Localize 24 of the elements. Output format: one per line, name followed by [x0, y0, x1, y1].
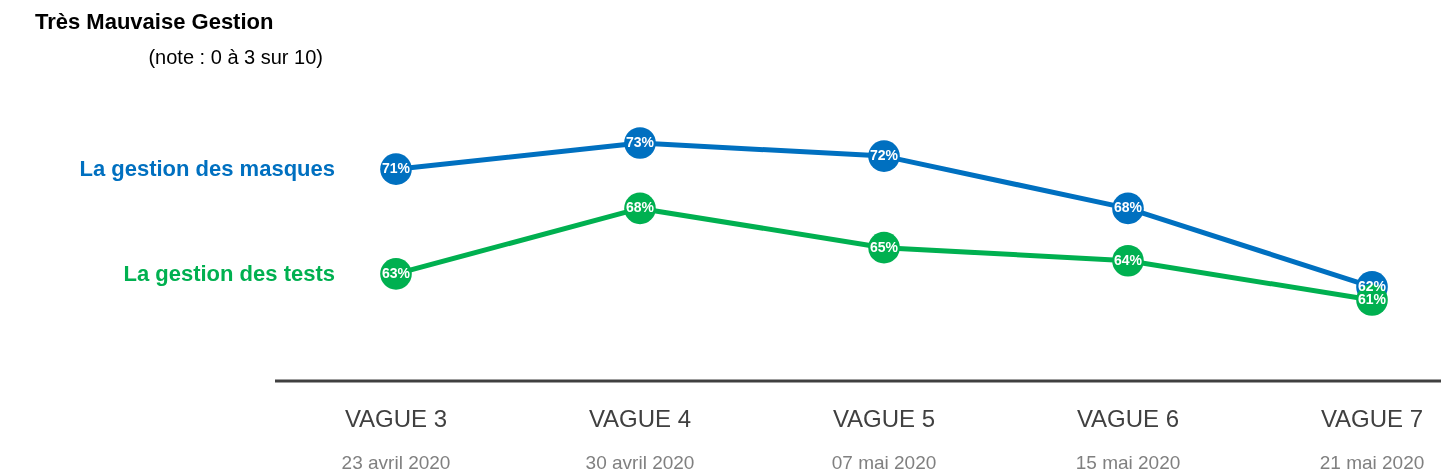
data-label: 71% [381, 160, 411, 177]
data-label: 72% [869, 147, 899, 164]
x-tick-label: VAGUE 7 [1320, 405, 1424, 432]
text: 07 mai 2020 [831, 452, 937, 473]
x-tick-label: VAGUE 5 [832, 405, 936, 432]
data-label: 63% [381, 264, 411, 281]
data-label: 61% [1357, 291, 1387, 307]
data-label: 64% [1113, 251, 1143, 268]
text: La gestion des tests [123, 260, 335, 286]
chart-title: Très Mauvaise Gestion [35, 9, 274, 34]
data-label: 62% [1357, 277, 1387, 294]
data-label: 73% [625, 134, 655, 150]
data-label: 68% [625, 199, 655, 216]
data-label: 65% [869, 238, 899, 255]
chart-subtitle: (note : 0 à 3 sur 10) [148, 46, 323, 68]
text: La gestion des masques [79, 156, 335, 182]
x-tick-label: VAGUE 3 [344, 405, 448, 432]
data-label: 68% [1113, 199, 1143, 216]
text: 21 mai 2020 [1319, 452, 1425, 473]
text: 30 avril 2020 [585, 452, 695, 473]
text: 15 mai 2020 [1075, 452, 1181, 473]
x-tick-label: VAGUE 6 [1076, 405, 1180, 432]
x-tick-label: VAGUE 4 [588, 405, 692, 432]
text: 23 avril 2020 [341, 452, 451, 473]
